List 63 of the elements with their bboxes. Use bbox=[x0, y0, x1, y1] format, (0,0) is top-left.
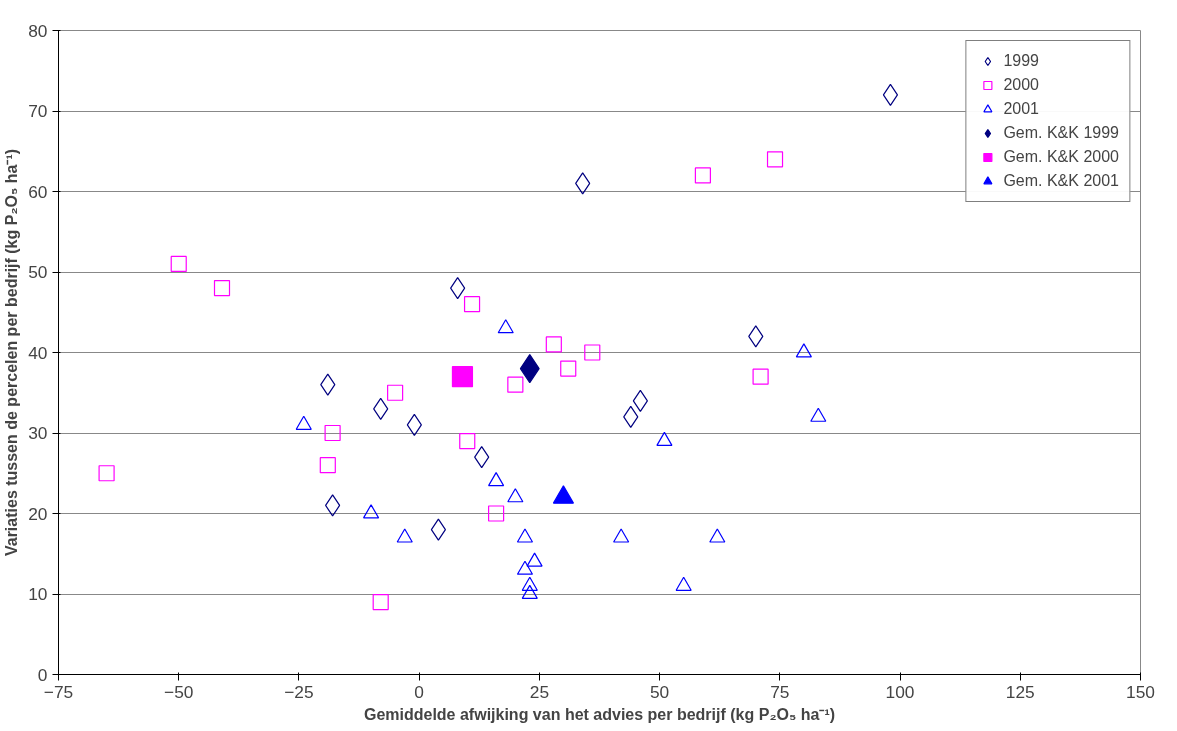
point bbox=[488, 472, 505, 487]
point bbox=[98, 465, 115, 482]
point bbox=[213, 280, 231, 297]
legend-label: 2000 bbox=[1003, 76, 1039, 94]
point bbox=[516, 528, 534, 543]
point bbox=[497, 319, 514, 334]
point bbox=[521, 584, 538, 599]
y-tick-label: 80 bbox=[28, 20, 48, 41]
point bbox=[451, 366, 474, 388]
legend-label: Gem. K&K 2000 bbox=[1003, 148, 1119, 166]
point bbox=[694, 167, 711, 184]
x-tick-label: 75 bbox=[770, 681, 790, 702]
point bbox=[882, 83, 899, 106]
y-tick-label: 30 bbox=[28, 423, 48, 443]
y-tick-label: 70 bbox=[28, 101, 48, 121]
point bbox=[387, 384, 404, 401]
legend-label: Gem. K&K 1999 bbox=[1003, 124, 1119, 142]
point bbox=[319, 457, 336, 474]
point bbox=[675, 576, 692, 591]
y-axis-title: Variaties tussen de percelen per bedrijf (kg P₂O₅ ha⁻¹) bbox=[3, 148, 21, 557]
y-tick-label: 60 bbox=[28, 181, 48, 202]
x-tick-label: −50 bbox=[164, 681, 194, 702]
point bbox=[488, 505, 505, 522]
y-tick-label: 10 bbox=[28, 584, 48, 604]
point bbox=[810, 407, 827, 422]
x-axis-title: Gemiddelde afwijking van het advies per bedrijf (kg P₂O₅ ha⁻¹) bbox=[363, 705, 836, 723]
point bbox=[519, 354, 540, 384]
x-tick-label: 0 bbox=[414, 681, 424, 702]
point bbox=[362, 504, 380, 519]
point bbox=[552, 485, 575, 504]
point bbox=[752, 368, 769, 385]
point bbox=[459, 432, 476, 450]
point bbox=[170, 255, 187, 273]
point bbox=[521, 576, 538, 591]
point bbox=[324, 424, 341, 442]
y-tick-label: 40 bbox=[28, 342, 48, 363]
point bbox=[795, 343, 812, 358]
y-tick-label: 50 bbox=[28, 262, 48, 282]
point bbox=[545, 336, 562, 353]
point bbox=[463, 296, 481, 313]
x-tick-label: 25 bbox=[529, 681, 550, 702]
x-tick-label: −25 bbox=[284, 681, 314, 702]
point bbox=[507, 376, 524, 393]
point bbox=[584, 344, 601, 361]
point bbox=[396, 528, 413, 543]
x-tick-label: 125 bbox=[1005, 681, 1035, 702]
point bbox=[516, 560, 534, 575]
point bbox=[613, 528, 630, 543]
y-tick-label: 20 bbox=[28, 503, 48, 524]
legend-label: Gem. K&K 2001 bbox=[1003, 172, 1119, 190]
point bbox=[295, 415, 312, 430]
legend-label: 2001 bbox=[1003, 100, 1039, 118]
point bbox=[526, 552, 543, 567]
point bbox=[766, 151, 784, 168]
point bbox=[560, 360, 577, 377]
x-tick-label: 100 bbox=[885, 681, 915, 702]
legend-label: 1999 bbox=[1003, 52, 1039, 70]
point bbox=[709, 528, 726, 543]
point bbox=[372, 593, 389, 611]
x-tick-label: 50 bbox=[649, 681, 670, 702]
point bbox=[656, 431, 673, 446]
x-tick-label: 150 bbox=[1126, 681, 1155, 702]
point bbox=[507, 488, 524, 503]
